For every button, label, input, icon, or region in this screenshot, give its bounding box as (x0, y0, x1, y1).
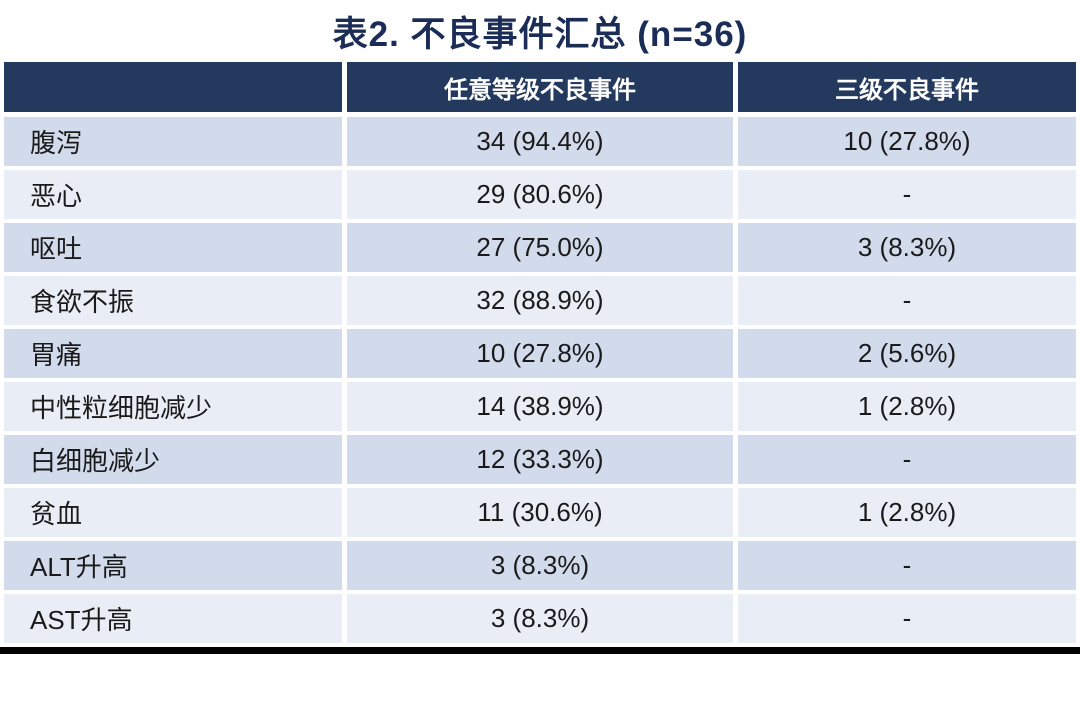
any-grade-value: 34 (94.4%) (347, 117, 738, 170)
header-cell-grade3: 三级不良事件 (738, 62, 1076, 117)
row-label: AST升高 (4, 594, 347, 647)
row-label: 中性粒细胞减少 (4, 382, 347, 435)
any-grade-value: 27 (75.0%) (347, 223, 738, 276)
row-label: 胃痛 (4, 329, 347, 382)
row-label: 腹泻 (4, 117, 347, 170)
table-row-leukopenia: 白细胞减少 12 (33.3%) - (4, 435, 1076, 488)
any-grade-value: 32 (88.9%) (347, 276, 738, 329)
table-row-diarrhea: 腹泻 34 (94.4%) 10 (27.8%) (4, 117, 1076, 170)
header-cell-empty (4, 62, 347, 117)
header-cell-any-grade: 任意等级不良事件 (347, 62, 738, 117)
any-grade-value: 10 (27.8%) (347, 329, 738, 382)
row-label: 食欲不振 (4, 276, 347, 329)
grade3-value: 1 (2.8%) (738, 382, 1076, 435)
any-grade-value: 11 (30.6%) (347, 488, 738, 541)
any-grade-value: 14 (38.9%) (347, 382, 738, 435)
row-label: 贫血 (4, 488, 347, 541)
adverse-events-table: 任意等级不良事件 三级不良事件 腹泻 34 (94.4%) 10 (27.8%)… (4, 62, 1076, 647)
grade3-value: - (738, 594, 1076, 647)
grade3-value: - (738, 170, 1076, 223)
table-row-appetite-loss: 食欲不振 32 (88.9%) - (4, 276, 1076, 329)
any-grade-value: 3 (8.3%) (347, 594, 738, 647)
grade3-value: 1 (2.8%) (738, 488, 1076, 541)
any-grade-value: 3 (8.3%) (347, 541, 738, 594)
table-row-anemia: 贫血 11 (30.6%) 1 (2.8%) (4, 488, 1076, 541)
table-row-neutropenia: 中性粒细胞减少 14 (38.9%) 1 (2.8%) (4, 382, 1076, 435)
header-row: 任意等级不良事件 三级不良事件 (4, 62, 1076, 117)
table-row-stomach-pain: 胃痛 10 (27.8%) 2 (5.6%) (4, 329, 1076, 382)
grade3-value: - (738, 276, 1076, 329)
grade3-value: 3 (8.3%) (738, 223, 1076, 276)
table-title: 表2. 不良事件汇总 (n=36) (332, 14, 748, 54)
row-label: 恶心 (4, 170, 347, 223)
table-row-vomiting: 呕吐 27 (75.0%) 3 (8.3%) (4, 223, 1076, 276)
any-grade-value: 29 (80.6%) (347, 170, 738, 223)
table-row-alt-elevation: ALT升高 3 (8.3%) - (4, 541, 1076, 594)
row-label: 呕吐 (4, 223, 347, 276)
bottom-border-bar (0, 647, 1080, 654)
row-label: 白细胞减少 (4, 435, 347, 488)
grade3-value: - (738, 541, 1076, 594)
grade3-value: 2 (5.6%) (738, 329, 1076, 382)
grade3-value: - (738, 435, 1076, 488)
table-row-nausea: 恶心 29 (80.6%) - (4, 170, 1076, 223)
row-label: ALT升高 (4, 541, 347, 594)
grade3-value: 10 (27.8%) (738, 117, 1076, 170)
any-grade-value: 12 (33.3%) (347, 435, 738, 488)
table-row-ast-elevation: AST升高 3 (8.3%) - (4, 594, 1076, 647)
